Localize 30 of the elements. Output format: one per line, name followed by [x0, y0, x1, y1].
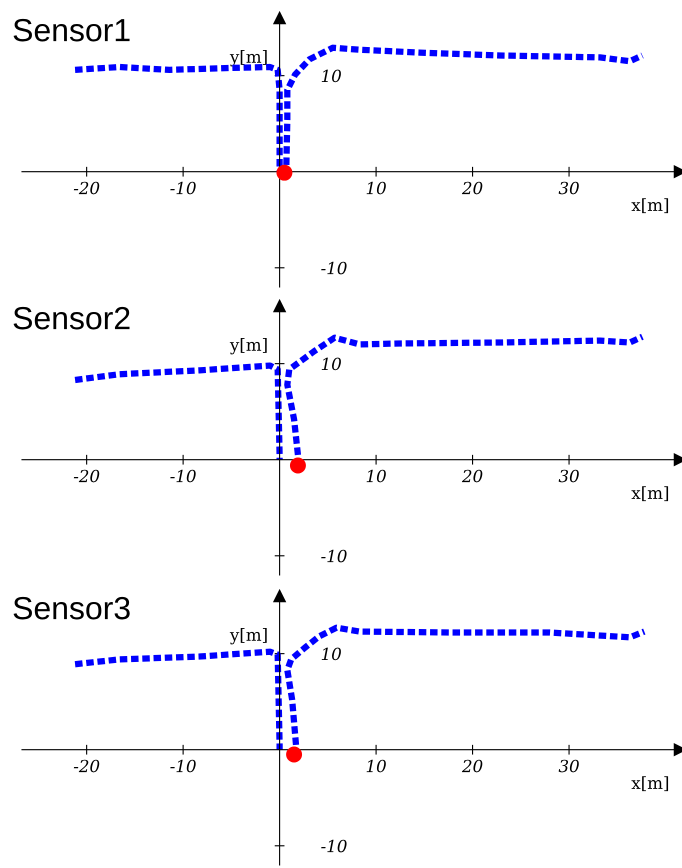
y-axis-title: y[m]	[230, 628, 267, 644]
x-tick-label: -20	[74, 470, 100, 482]
x-tick-label: 20	[462, 182, 482, 194]
y-tick-label: 10	[322, 358, 341, 370]
x-tick-label: -20	[74, 182, 100, 194]
y-axis-title: y[m]	[230, 338, 267, 354]
x-tick-label: -10	[170, 470, 196, 482]
x-tick-label: -10	[170, 760, 196, 772]
chart-title: Sensor1	[14, 18, 130, 42]
x-tick-label: 30	[558, 470, 579, 482]
x-tick-label: 10	[366, 760, 386, 772]
y-tick-label: -10	[321, 840, 347, 852]
x-tick-label: 10	[366, 182, 386, 194]
x-tick-label: 30	[558, 182, 579, 194]
chart-title: Sensor3	[14, 596, 130, 620]
y-tick-label: -10	[321, 262, 347, 274]
x-axis-title: x[m]	[631, 198, 668, 214]
x-axis-title: x[m]	[631, 486, 668, 502]
y-tick-label: 10	[322, 648, 341, 660]
y-tick-label: 10	[322, 70, 341, 82]
x-tick-label: 10	[366, 470, 386, 482]
chart-title: Sensor2	[14, 306, 130, 330]
x-tick-label: 20	[462, 760, 482, 772]
y-axis-title: y[m]	[230, 50, 267, 66]
x-tick-label: 30	[558, 760, 579, 772]
x-tick-label: -20	[74, 760, 100, 772]
x-tick-label: 20	[462, 470, 482, 482]
x-tick-label: -10	[170, 182, 196, 194]
y-tick-label: -10	[321, 550, 347, 562]
x-axis-title: x[m]	[631, 776, 668, 792]
